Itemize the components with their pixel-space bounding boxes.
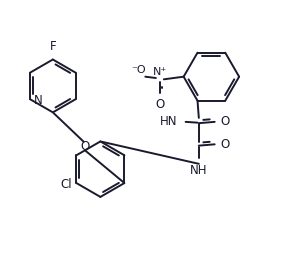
Text: NH: NH <box>190 164 208 177</box>
Text: HN: HN <box>160 115 178 128</box>
Text: O: O <box>220 138 229 151</box>
Text: F: F <box>50 40 56 53</box>
Text: ⁻O: ⁻O <box>131 65 145 74</box>
Text: O: O <box>80 140 89 153</box>
Text: Cl: Cl <box>61 178 72 191</box>
Text: O: O <box>220 115 229 128</box>
Text: N⁺: N⁺ <box>153 67 167 77</box>
Text: O: O <box>155 98 164 111</box>
Text: N: N <box>34 94 43 107</box>
